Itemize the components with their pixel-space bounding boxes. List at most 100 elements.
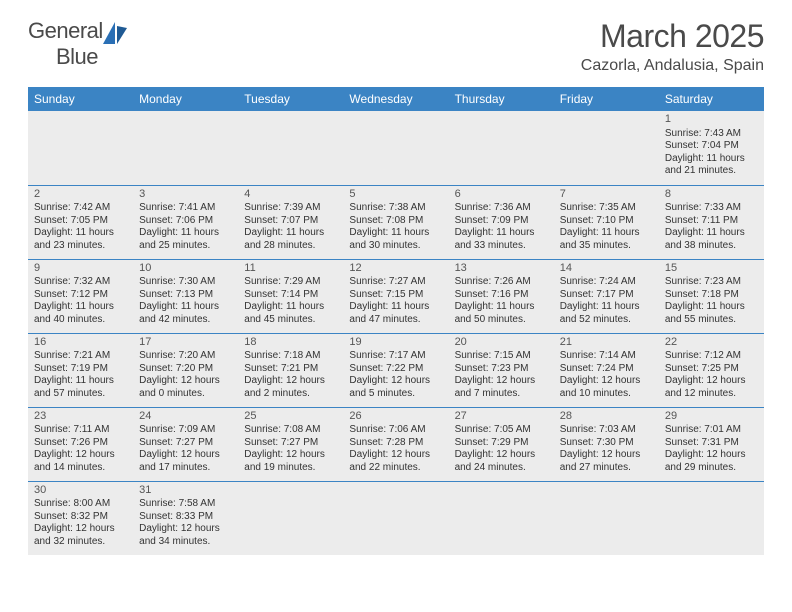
sunrise-text: Sunrise: 7:14 AM: [560, 350, 653, 363]
day-number: 10: [139, 262, 232, 276]
sunset-text: Sunset: 7:27 PM: [244, 437, 337, 450]
sunrise-text: Sunrise: 7:24 AM: [560, 276, 653, 289]
daylight-text: Daylight: 11 hours and 35 minutes.: [560, 227, 653, 252]
sunset-text: Sunset: 7:05 PM: [34, 215, 127, 228]
calendar-cell: [659, 481, 764, 555]
calendar-cell: 21Sunrise: 7:14 AMSunset: 7:24 PMDayligh…: [554, 333, 659, 407]
daylight-text: Daylight: 11 hours and 21 minutes.: [665, 153, 758, 178]
sunset-text: Sunset: 7:27 PM: [139, 437, 232, 450]
sunset-text: Sunset: 7:24 PM: [560, 363, 653, 376]
calendar-row: 16Sunrise: 7:21 AMSunset: 7:19 PMDayligh…: [28, 333, 764, 407]
daylight-text: Daylight: 11 hours and 33 minutes.: [455, 227, 548, 252]
sunset-text: Sunset: 8:32 PM: [34, 511, 127, 524]
calendar-cell: 26Sunrise: 7:06 AMSunset: 7:28 PMDayligh…: [343, 407, 448, 481]
sunset-text: Sunset: 7:17 PM: [560, 289, 653, 302]
sunrise-text: Sunrise: 7:06 AM: [349, 424, 442, 437]
day-header: Friday: [554, 87, 659, 111]
daylight-text: Daylight: 12 hours and 17 minutes.: [139, 449, 232, 474]
sunset-text: Sunset: 7:13 PM: [139, 289, 232, 302]
sunrise-text: Sunrise: 7:05 AM: [455, 424, 548, 437]
sunrise-text: Sunrise: 7:30 AM: [139, 276, 232, 289]
sunset-text: Sunset: 7:15 PM: [349, 289, 442, 302]
calendar-cell: [343, 481, 448, 555]
calendar-cell: [449, 481, 554, 555]
day-number: 29: [665, 410, 758, 424]
sunrise-text: Sunrise: 7:21 AM: [34, 350, 127, 363]
day-number: 12: [349, 262, 442, 276]
day-header: Sunday: [28, 87, 133, 111]
daylight-text: Daylight: 12 hours and 10 minutes.: [560, 375, 653, 400]
sunrise-text: Sunrise: 7:20 AM: [139, 350, 232, 363]
day-number: 25: [244, 410, 337, 424]
sunrise-text: Sunrise: 7:33 AM: [665, 202, 758, 215]
day-number: 15: [665, 262, 758, 276]
header: General Blue March 2025 Cazorla, Andalus…: [28, 18, 764, 75]
sunrise-text: Sunrise: 8:00 AM: [34, 498, 127, 511]
day-number: 22: [665, 336, 758, 350]
calendar-cell: 15Sunrise: 7:23 AMSunset: 7:18 PMDayligh…: [659, 259, 764, 333]
calendar-row: 30Sunrise: 8:00 AMSunset: 8:32 PMDayligh…: [28, 481, 764, 555]
day-number: 6: [455, 188, 548, 202]
daylight-text: Daylight: 12 hours and 24 minutes.: [455, 449, 548, 474]
sunrise-text: Sunrise: 7:08 AM: [244, 424, 337, 437]
location: Cazorla, Andalusia, Spain: [581, 57, 764, 75]
sunset-text: Sunset: 7:04 PM: [665, 140, 758, 153]
sunset-text: Sunset: 7:30 PM: [560, 437, 653, 450]
sunset-text: Sunset: 7:31 PM: [665, 437, 758, 450]
day-number: 30: [34, 484, 127, 498]
sunrise-text: Sunrise: 7:32 AM: [34, 276, 127, 289]
day-header: Saturday: [659, 87, 764, 111]
day-number: 24: [139, 410, 232, 424]
calendar-cell: [133, 111, 238, 185]
day-header-row: Sunday Monday Tuesday Wednesday Thursday…: [28, 87, 764, 111]
sunset-text: Sunset: 7:21 PM: [244, 363, 337, 376]
day-header: Tuesday: [238, 87, 343, 111]
day-number: 3: [139, 188, 232, 202]
calendar-cell: [449, 111, 554, 185]
calendar-table: Sunday Monday Tuesday Wednesday Thursday…: [28, 87, 764, 555]
daylight-text: Daylight: 11 hours and 50 minutes.: [455, 301, 548, 326]
calendar-cell: 16Sunrise: 7:21 AMSunset: 7:19 PMDayligh…: [28, 333, 133, 407]
logo-text-part2: Blue: [56, 44, 98, 69]
calendar-cell: 18Sunrise: 7:18 AMSunset: 7:21 PMDayligh…: [238, 333, 343, 407]
sunset-text: Sunset: 7:07 PM: [244, 215, 337, 228]
daylight-text: Daylight: 12 hours and 32 minutes.: [34, 523, 127, 548]
sail-icon: [101, 20, 129, 51]
daylight-text: Daylight: 12 hours and 7 minutes.: [455, 375, 548, 400]
calendar-cell: 31Sunrise: 7:58 AMSunset: 8:33 PMDayligh…: [133, 481, 238, 555]
calendar-cell: 7Sunrise: 7:35 AMSunset: 7:10 PMDaylight…: [554, 185, 659, 259]
daylight-text: Daylight: 12 hours and 12 minutes.: [665, 375, 758, 400]
calendar-cell: 13Sunrise: 7:26 AMSunset: 7:16 PMDayligh…: [449, 259, 554, 333]
daylight-text: Daylight: 12 hours and 22 minutes.: [349, 449, 442, 474]
daylight-text: Daylight: 12 hours and 34 minutes.: [139, 523, 232, 548]
sunset-text: Sunset: 7:28 PM: [349, 437, 442, 450]
daylight-text: Daylight: 11 hours and 23 minutes.: [34, 227, 127, 252]
daylight-text: Daylight: 11 hours and 38 minutes.: [665, 227, 758, 252]
sunrise-text: Sunrise: 7:17 AM: [349, 350, 442, 363]
day-number: 17: [139, 336, 232, 350]
sunrise-text: Sunrise: 7:18 AM: [244, 350, 337, 363]
sunset-text: Sunset: 7:14 PM: [244, 289, 337, 302]
calendar-cell: 27Sunrise: 7:05 AMSunset: 7:29 PMDayligh…: [449, 407, 554, 481]
sunset-text: Sunset: 7:08 PM: [349, 215, 442, 228]
sunrise-text: Sunrise: 7:35 AM: [560, 202, 653, 215]
calendar-cell: 23Sunrise: 7:11 AMSunset: 7:26 PMDayligh…: [28, 407, 133, 481]
day-number: 26: [349, 410, 442, 424]
sunrise-text: Sunrise: 7:27 AM: [349, 276, 442, 289]
calendar-cell: [238, 481, 343, 555]
sunset-text: Sunset: 7:22 PM: [349, 363, 442, 376]
daylight-text: Daylight: 11 hours and 42 minutes.: [139, 301, 232, 326]
month-title: March 2025: [581, 18, 764, 55]
daylight-text: Daylight: 11 hours and 45 minutes.: [244, 301, 337, 326]
day-number: 31: [139, 484, 232, 498]
day-header: Thursday: [449, 87, 554, 111]
calendar-cell: 10Sunrise: 7:30 AMSunset: 7:13 PMDayligh…: [133, 259, 238, 333]
day-number: 9: [34, 262, 127, 276]
calendar-cell: [343, 111, 448, 185]
day-number: 23: [34, 410, 127, 424]
calendar-cell: 6Sunrise: 7:36 AMSunset: 7:09 PMDaylight…: [449, 185, 554, 259]
sunrise-text: Sunrise: 7:11 AM: [34, 424, 127, 437]
daylight-text: Daylight: 12 hours and 5 minutes.: [349, 375, 442, 400]
daylight-text: Daylight: 11 hours and 55 minutes.: [665, 301, 758, 326]
calendar-cell: 20Sunrise: 7:15 AMSunset: 7:23 PMDayligh…: [449, 333, 554, 407]
